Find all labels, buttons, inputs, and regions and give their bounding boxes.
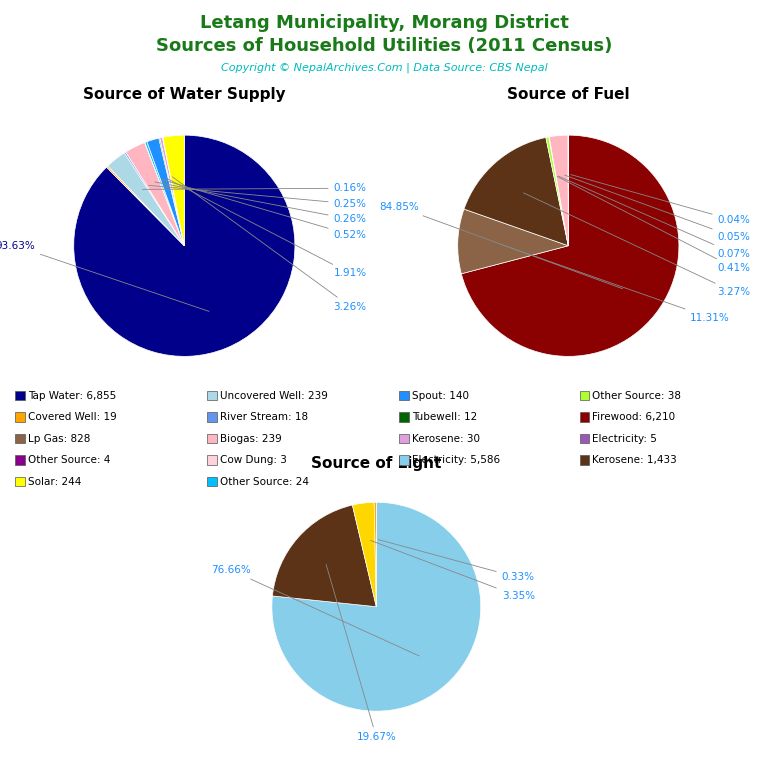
Text: 3.26%: 3.26% (173, 177, 367, 312)
Text: Tubewell: 12: Tubewell: 12 (412, 412, 477, 422)
Text: Firewood: 6,210: Firewood: 6,210 (592, 412, 675, 422)
Text: Solar: 244: Solar: 244 (28, 476, 81, 487)
Text: 0.33%: 0.33% (379, 540, 535, 582)
Text: 84.85%: 84.85% (379, 202, 623, 289)
Text: 0.26%: 0.26% (155, 182, 366, 224)
Wedge shape (124, 152, 184, 246)
Text: Letang Municipality, Morang District: Letang Municipality, Morang District (200, 14, 568, 31)
Text: 0.52%: 0.52% (161, 180, 366, 240)
Text: 0.07%: 0.07% (558, 176, 750, 259)
Text: Lp Gas: 828: Lp Gas: 828 (28, 433, 90, 444)
Text: Covered Well: 19: Covered Well: 19 (28, 412, 117, 422)
Text: River Stream: 18: River Stream: 18 (220, 412, 308, 422)
Wedge shape (145, 141, 184, 246)
Text: 3.27%: 3.27% (524, 193, 751, 297)
Text: Other Source: 24: Other Source: 24 (220, 476, 309, 487)
Text: 0.05%: 0.05% (564, 175, 750, 242)
Text: Other Source: 4: Other Source: 4 (28, 455, 110, 465)
Text: Sources of Household Utilities (2011 Census): Sources of Household Utilities (2011 Cen… (156, 37, 612, 55)
Wedge shape (126, 143, 184, 246)
Text: Copyright © NepalArchives.Com | Data Source: CBS Nepal: Copyright © NepalArchives.Com | Data Sou… (220, 63, 548, 74)
Text: Kerosene: 1,433: Kerosene: 1,433 (592, 455, 677, 465)
Title: Source of Light: Source of Light (311, 456, 442, 471)
Text: Cow Dung: 3: Cow Dung: 3 (220, 455, 286, 465)
Wedge shape (108, 153, 184, 246)
Wedge shape (549, 135, 568, 246)
Wedge shape (458, 209, 568, 273)
Wedge shape (163, 137, 184, 246)
Text: 0.04%: 0.04% (571, 174, 750, 225)
Title: Source of Fuel: Source of Fuel (507, 88, 630, 102)
Wedge shape (273, 505, 376, 607)
Text: Biogas: 239: Biogas: 239 (220, 433, 281, 444)
Text: Spout: 140: Spout: 140 (412, 390, 468, 401)
Text: 0.41%: 0.41% (557, 177, 750, 273)
Text: Electricity: 5,586: Electricity: 5,586 (412, 455, 500, 465)
Wedge shape (74, 135, 295, 356)
Text: Tap Water: 6,855: Tap Water: 6,855 (28, 390, 116, 401)
Text: 11.31%: 11.31% (499, 243, 730, 323)
Text: 76.66%: 76.66% (211, 565, 419, 656)
Text: 0.16%: 0.16% (143, 184, 366, 194)
Wedge shape (144, 142, 184, 246)
Wedge shape (464, 137, 568, 246)
Wedge shape (272, 502, 481, 711)
Text: 93.63%: 93.63% (0, 240, 209, 311)
Wedge shape (159, 138, 184, 246)
Wedge shape (160, 137, 184, 246)
Title: Source of Water Supply: Source of Water Supply (83, 88, 286, 102)
Wedge shape (147, 138, 184, 246)
Wedge shape (549, 137, 568, 246)
Wedge shape (163, 135, 184, 246)
Wedge shape (546, 137, 568, 246)
Wedge shape (107, 166, 184, 246)
Text: Kerosene: 30: Kerosene: 30 (412, 433, 480, 444)
Text: Electricity: 5: Electricity: 5 (592, 433, 657, 444)
Wedge shape (462, 135, 679, 356)
Text: 1.91%: 1.91% (167, 178, 367, 279)
Text: 3.35%: 3.35% (370, 541, 535, 601)
Text: 0.25%: 0.25% (148, 185, 366, 209)
Text: Uncovered Well: 239: Uncovered Well: 239 (220, 390, 327, 401)
Text: Other Source: 38: Other Source: 38 (592, 390, 681, 401)
Wedge shape (374, 502, 376, 607)
Wedge shape (353, 502, 376, 607)
Text: 19.67%: 19.67% (326, 564, 396, 743)
